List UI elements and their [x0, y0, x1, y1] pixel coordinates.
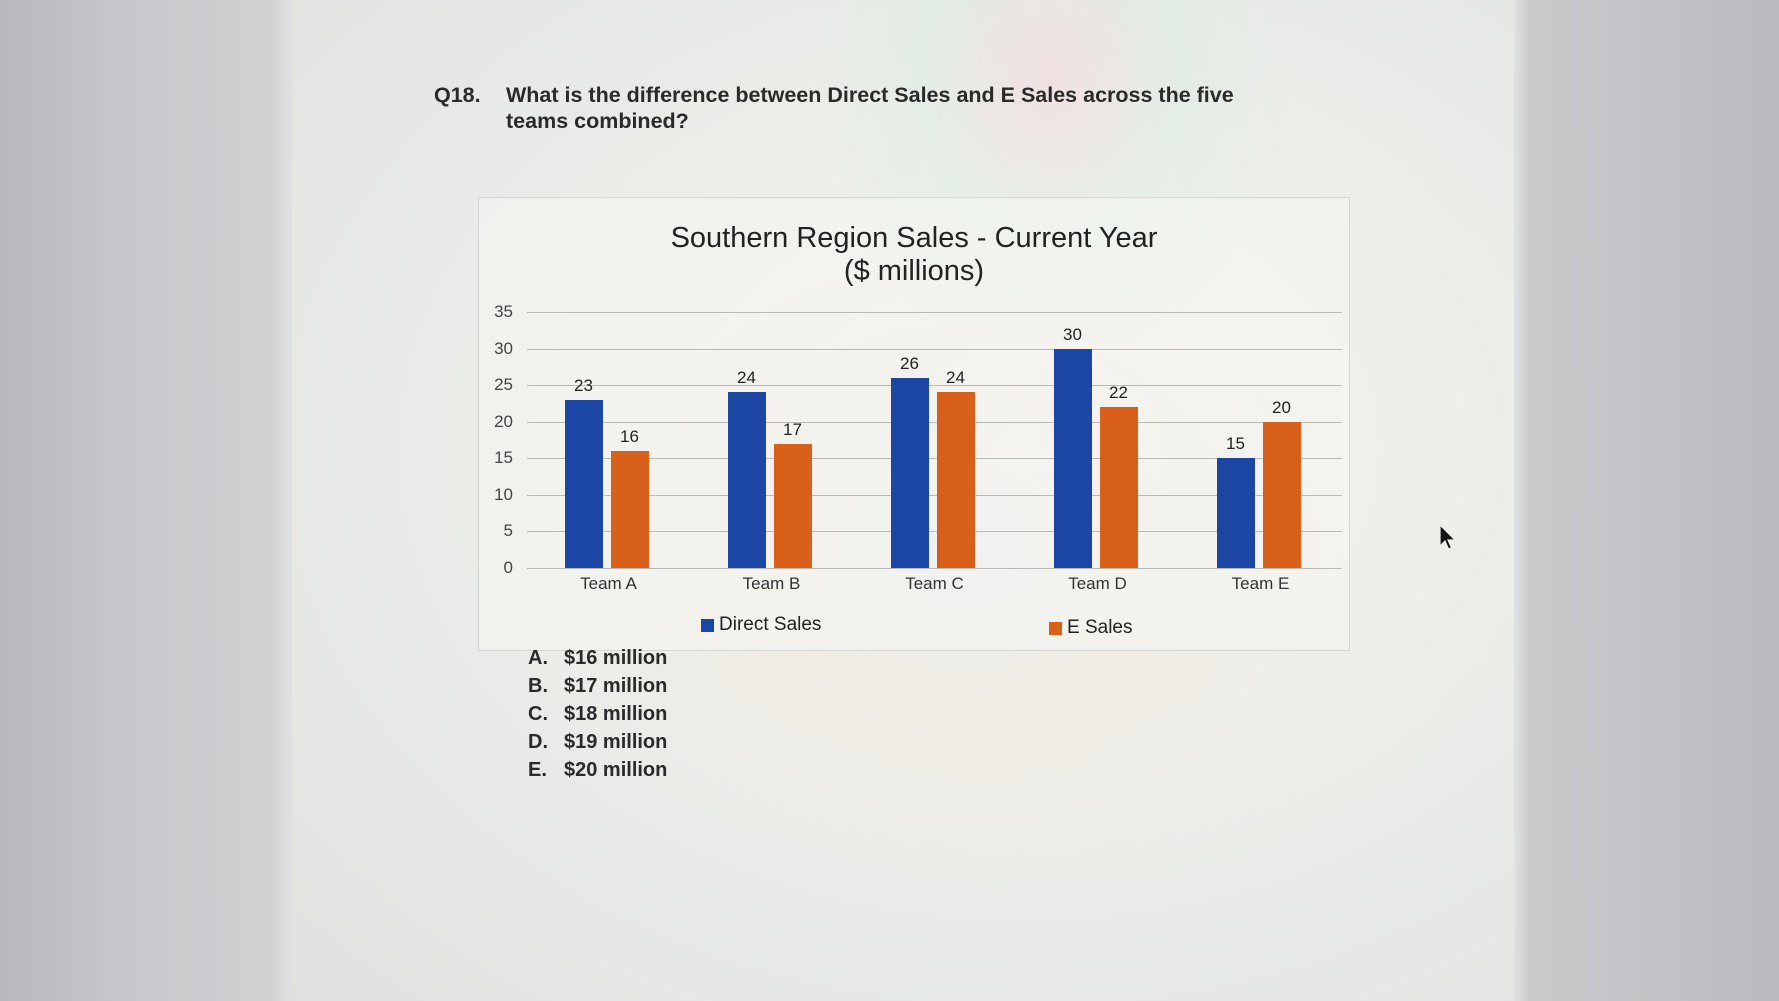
data-label: 17 — [783, 419, 802, 439]
chart-subtitle: ($ millions) — [843, 255, 985, 287]
data-label: 26 — [900, 353, 919, 373]
legend-item-direct-sales: Direct Sales — [701, 614, 821, 636]
y-axis-tick-label: 15 — [494, 448, 513, 468]
answer-text: $16 million — [564, 647, 668, 669]
gridline — [527, 348, 1342, 350]
data-label: 24 — [946, 368, 965, 388]
answer-letter: C. — [528, 703, 548, 725]
gridline — [527, 421, 1342, 423]
answer-choice-d[interactable]: D. $19 million — [528, 728, 667, 756]
x-axis-category-label: Team D — [1068, 574, 1127, 593]
answer-choice-c[interactable]: C. $18 million — [528, 700, 667, 728]
legend-swatch-direct-icon — [701, 618, 714, 632]
bar-team-b-e-sales — [773, 443, 812, 568]
gridline — [527, 458, 1342, 460]
answer-letter: A. — [528, 647, 548, 669]
x-axis-category-label: Team B — [742, 574, 801, 593]
bar-team-e-e-sales — [1262, 421, 1301, 568]
bar-team-a-e-sales — [610, 450, 649, 568]
bar-team-c-e-sales — [936, 392, 975, 568]
bar-team-d-direct-sales — [1053, 348, 1092, 568]
answer-letter: E. — [528, 759, 547, 781]
answer-choice-e[interactable]: E. $20 million — [528, 756, 667, 784]
answer-choice-b[interactable]: B. $17 million — [528, 672, 667, 700]
answer-choices: A. $16 million B. $17 million C. $18 millio… — [528, 644, 667, 784]
y-axis-tick-label: 10 — [494, 484, 513, 504]
answer-text: $19 million — [564, 731, 668, 753]
chart-title: Southern Region Sales - Current Year — [670, 222, 1158, 254]
plot-area: 0 5 10 15 20 25 30 35 23 16 Team A 24 17 Team B 26 24 Te… — [494, 302, 1342, 593]
bar-team-d-e-sales — [1099, 407, 1138, 568]
y-axis-tick-label: 0 — [503, 558, 513, 577]
data-label: 24 — [737, 368, 756, 388]
answer-letter: D. — [528, 731, 548, 753]
bar-team-b-direct-sales — [727, 392, 766, 568]
y-axis-tick-label: 5 — [503, 521, 513, 541]
gridline — [527, 312, 1342, 313]
gridline — [527, 531, 1342, 533]
y-axis-tick-label: 25 — [494, 375, 513, 395]
answer-letter: B. — [528, 675, 548, 697]
data-label: 16 — [620, 426, 639, 446]
question-text: What is the difference between Direct Sa… — [506, 83, 1234, 133]
answer-text: $18 million — [564, 703, 668, 725]
y-axis-tick-label: 35 — [494, 302, 513, 321]
data-label: 20 — [1272, 397, 1291, 417]
answer-text: $20 million — [564, 759, 668, 781]
x-axis-category-label: Team E — [1231, 574, 1290, 593]
data-label: 30 — [1063, 324, 1082, 344]
question-number: Q18. — [434, 83, 481, 107]
bar-team-a-direct-sales — [564, 399, 603, 568]
gridline — [527, 494, 1342, 496]
data-label: 22 — [1109, 383, 1128, 403]
mouse-cursor-icon — [1439, 524, 1457, 550]
legend-swatch-esales-icon — [1049, 621, 1062, 635]
bar-team-c-direct-sales — [890, 377, 929, 568]
legend-label: Direct Sales — [719, 614, 822, 635]
answer-text: $17 million — [564, 675, 668, 697]
y-axis-tick-label: 30 — [494, 338, 513, 358]
data-label: 23 — [574, 375, 593, 395]
bar-team-e-direct-sales — [1216, 458, 1255, 568]
data-label: 15 — [1226, 434, 1245, 454]
y-axis-tick-label: 20 — [494, 411, 513, 431]
gridline — [527, 568, 1342, 569]
gridline — [527, 385, 1342, 387]
x-axis-category-label: Team C — [905, 574, 964, 593]
answer-choice-a[interactable]: A. $16 million — [528, 644, 667, 672]
chart-container: Southern Region Sales - Current Year ($ … — [478, 197, 1350, 651]
x-axis-category-label: Team A — [580, 574, 637, 593]
legend-item-e-sales: E Sales — [1049, 617, 1132, 639]
legend-label: E Sales — [1067, 617, 1133, 638]
